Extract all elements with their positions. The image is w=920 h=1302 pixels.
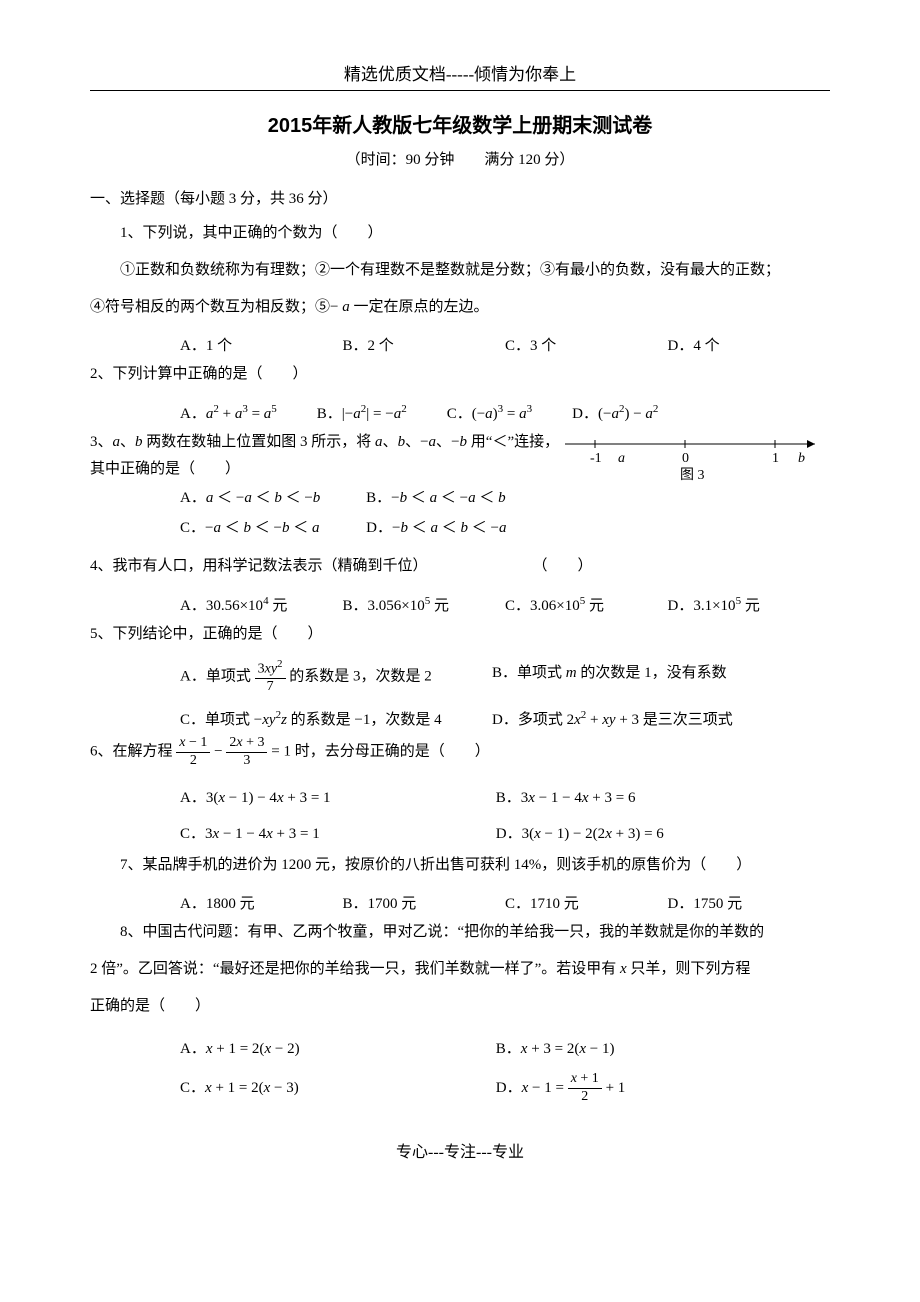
q1-stem: 1、下列说，其中正确的个数为（ ） — [90, 220, 830, 247]
q5a-post: 的系数是 3，次数是 2 — [289, 669, 432, 685]
q3-numberline: -1 a 0 1 b 图 3 — [560, 429, 830, 479]
page-footer: 专心---专注---专业 — [90, 1138, 830, 1162]
q7-opt-d: 1750 元 — [693, 896, 742, 912]
header-rule — [90, 89, 830, 91]
svg-text:1: 1 — [772, 451, 779, 466]
svg-text:0: 0 — [682, 451, 689, 466]
q1-opt-a: 1 个 — [206, 338, 232, 354]
q5-options: A．单项式 3xy27 的系数是 3，次数是 2 B．单项式 m 的次数是 1，… — [90, 658, 830, 735]
numberline-svg: -1 a 0 1 b 图 3 — [560, 429, 830, 484]
q6-pre: 6、在解方程 — [90, 744, 176, 760]
q7-options: A．1800 元 B．1700 元 C．1710 元 D．1750 元 — [90, 889, 830, 919]
svg-text:b: b — [798, 451, 805, 466]
q4-options: A．30.56×104 元 B．3.056×105 元 C．3.06×105 元… — [90, 590, 830, 621]
q7-opt-b: 1700 元 — [368, 896, 417, 912]
svg-text:a: a — [618, 451, 625, 466]
q5a-pre: 单项式 — [206, 669, 251, 685]
q1-opt-b: 2 个 — [368, 338, 394, 354]
q8-para: 8、中国古代问题：有甲、乙两个牧童，甲对乙说：“把你的羊给我一只，我的羊数就是你… — [90, 919, 830, 946]
q2-stem: 2、下列计算中正确的是（ ） — [90, 361, 830, 388]
q3: 3、a、b 两数在数轴上位置如图 3 所示，将 a、b、−a、−b 用“＜”连接… — [90, 429, 830, 543]
page-header: 精选优质文档-----倾情为你奉上 — [90, 60, 830, 85]
svg-text:-1: -1 — [590, 451, 602, 466]
exam-title: 2015年新人教版七年级数学上册期末测试卷 — [90, 109, 830, 138]
q7-opt-c: 1710 元 — [530, 896, 579, 912]
q1-line2: ④符号相反的两个数互为相反数；⑤− a 一定在原点的左边。 — [90, 294, 830, 321]
q6-stem: 6、在解方程 x − 12 − 2x + 33 = 1 时，去分母正确的是（ ） — [90, 735, 830, 770]
q5-stem: 5、下列结论中，正确的是（ ） — [90, 621, 830, 648]
q3-stem-mid: 两数在数轴上位置如图 3 所示，将 — [146, 434, 371, 450]
q7-opt-a: 1800 元 — [206, 896, 255, 912]
q6-minus: − — [214, 744, 226, 760]
exam-subtitle: （时间：90 分钟 满分 120 分） — [90, 148, 830, 169]
q7-stem: 7、某品牌手机的进价为 1200 元，按原价的八折出售可获利 14%，则该手机的… — [90, 852, 830, 879]
section-1-heading: 一、选择题（每小题 3 分，共 36 分） — [90, 187, 830, 208]
q8-options: A．x + 1 = 2(x − 2) B．x + 3 = 2(x − 1) C．… — [90, 1030, 830, 1108]
q1-opt-d: 4 个 — [693, 338, 719, 354]
q1-options: A．1 个 B．2 个 C．3 个 D．4 个 — [90, 331, 830, 361]
q1-line1: ①正数和负数统称为有理数；②一个有理数不是整数就是分数；③有最小的负数，没有最大… — [90, 257, 830, 284]
q2-options: A．a2 + a3 = a5 B．|−a2| = −a2 C．(−a)3 = a… — [90, 398, 830, 429]
q6-options: A．3(x − 1) − 4x + 3 = 1 B．3x − 1 − 4x + … — [90, 780, 830, 852]
svg-text:图 3: 图 3 — [680, 468, 705, 483]
q8-para3: 正确的是（ ） — [90, 993, 830, 1020]
q4-stem: 4、我市有人口，用科学记数法表示（精确到千位） （ ） — [90, 553, 830, 580]
q1-opt-c: 3 个 — [530, 338, 556, 354]
q8-para2: 2 倍”。乙回答说：“最好还是把你的羊给我一只，我们羊数就一样了”。若设甲有 x… — [90, 956, 830, 983]
